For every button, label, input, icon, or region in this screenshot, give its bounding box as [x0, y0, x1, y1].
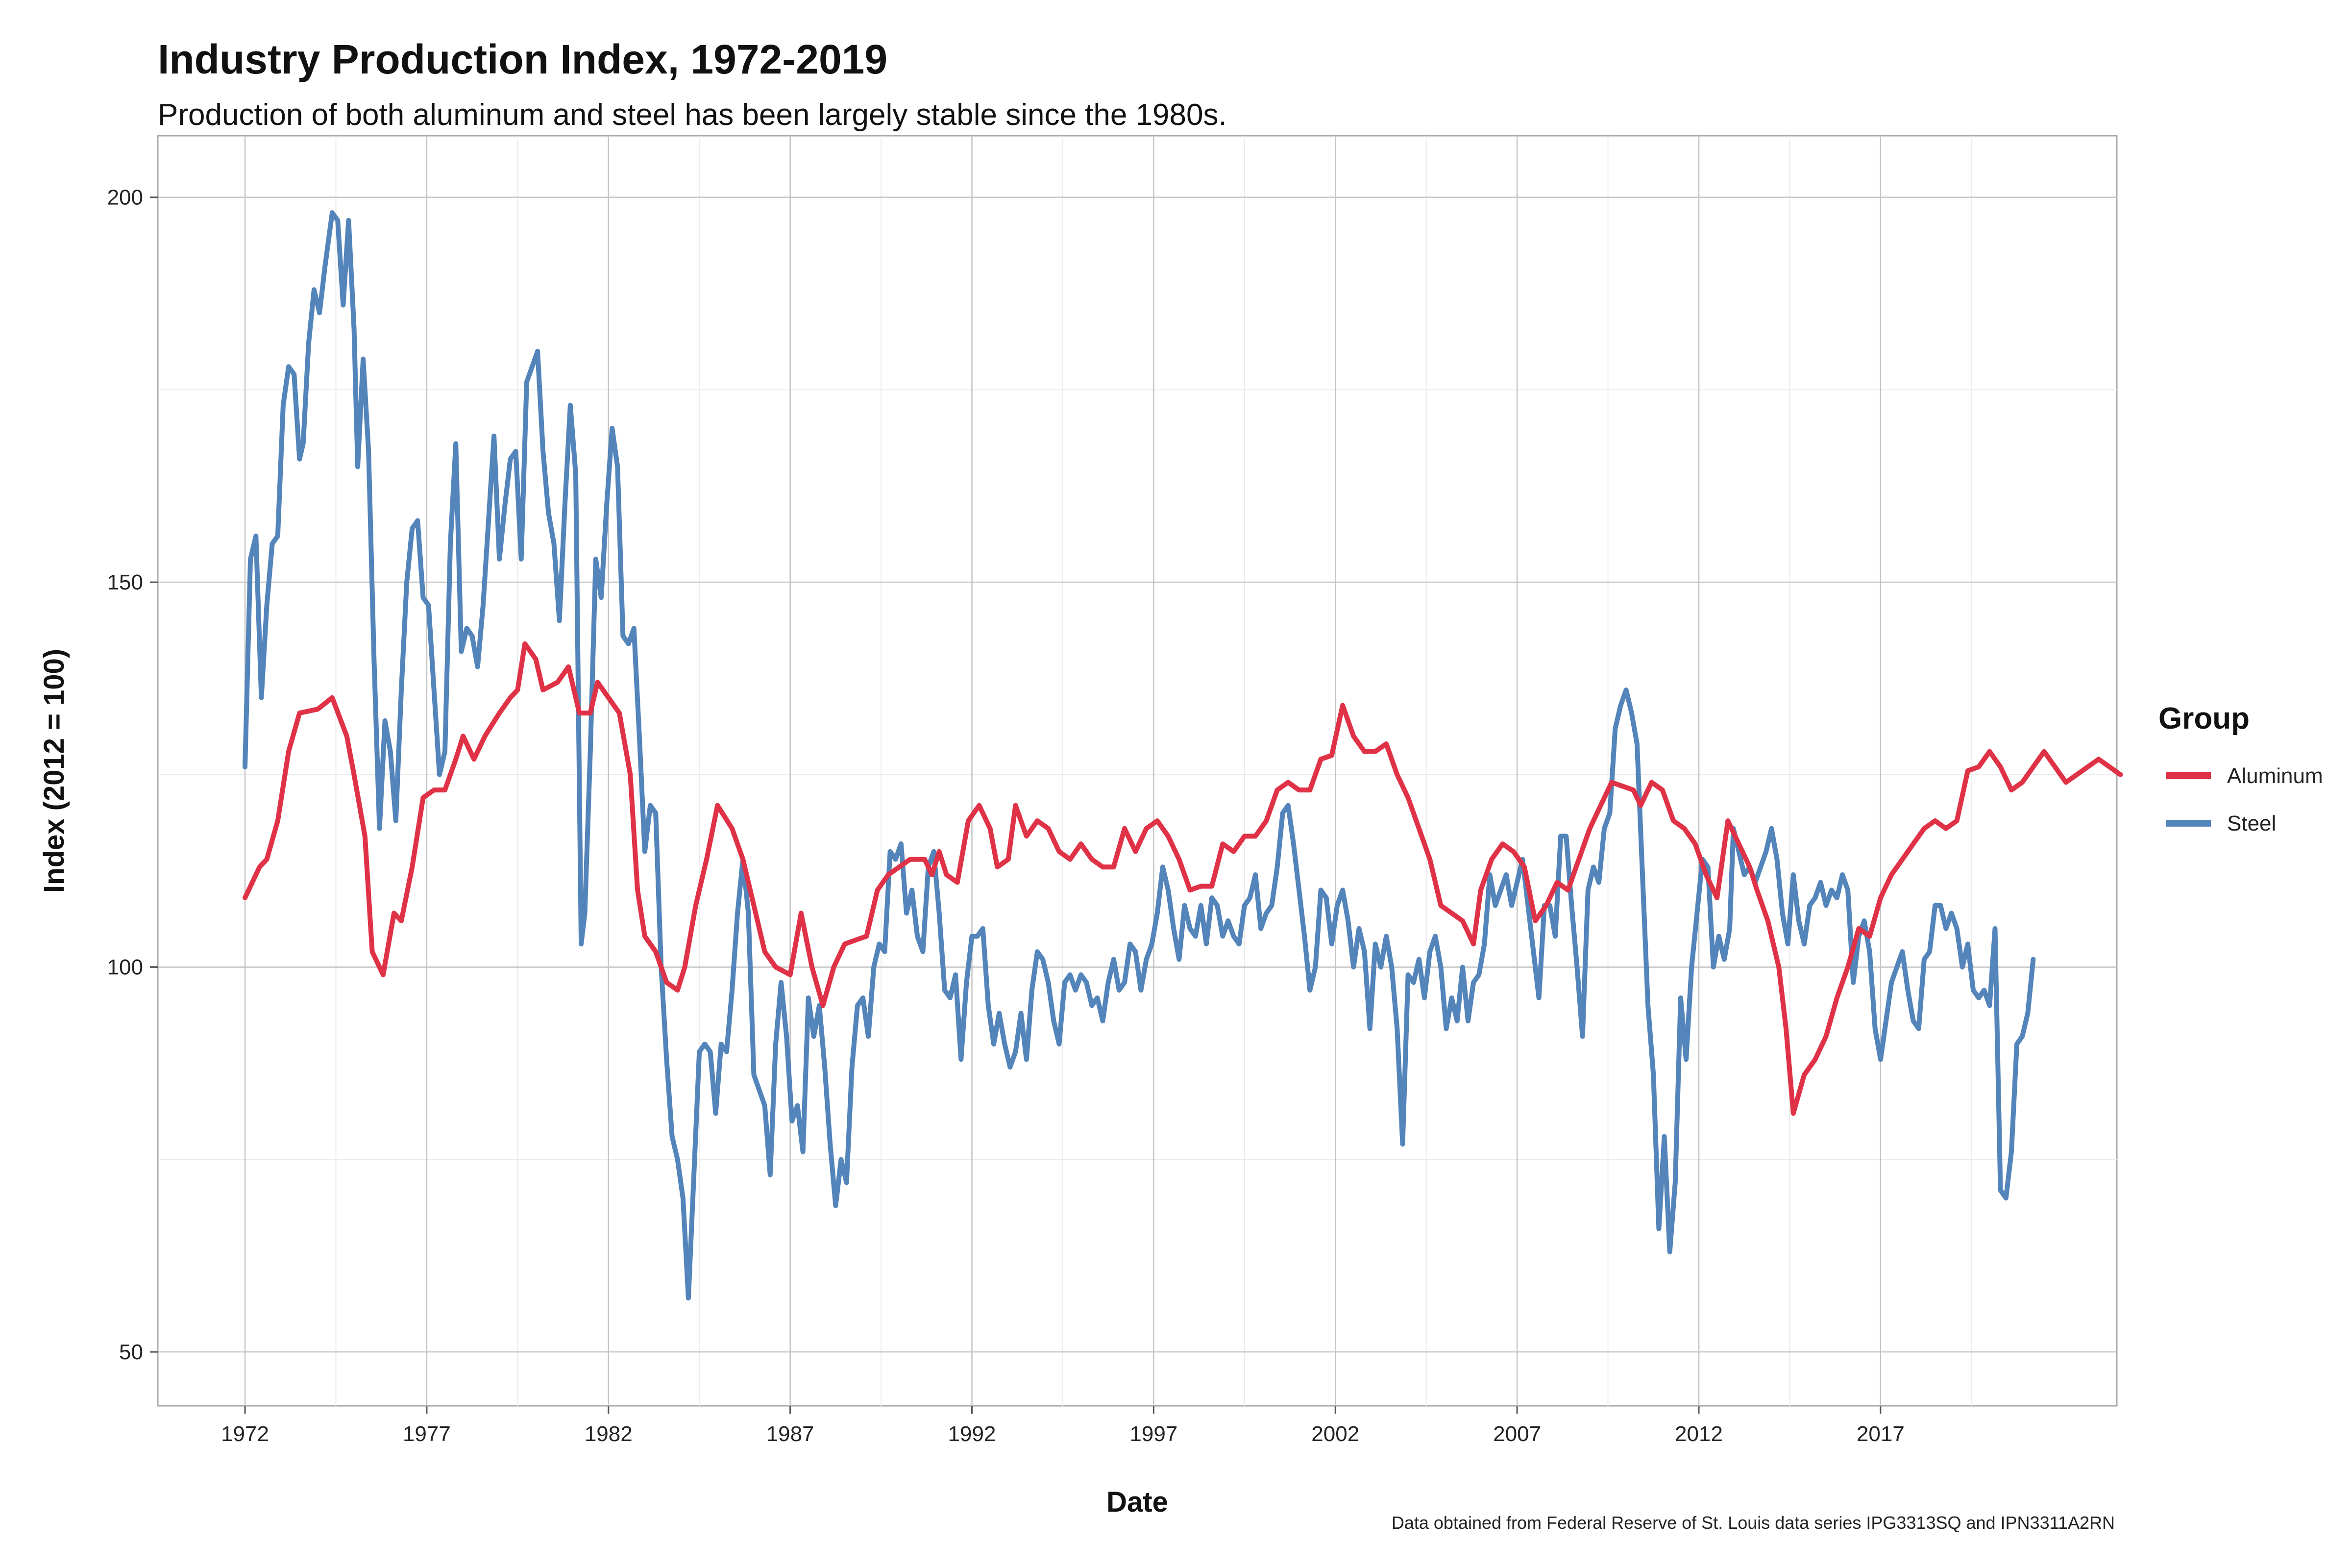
- y-tick-label: 150: [107, 570, 143, 594]
- x-axis: 1972 1977 1982 1987 1992 1997 2002 2007 2012 2017: [221, 1406, 1905, 1446]
- x-tick-label: 2002: [1311, 1422, 1359, 1446]
- x-tick-label: 1982: [585, 1422, 633, 1446]
- x-axis-title: Date: [1106, 1486, 1168, 1518]
- y-axis: 50 100 150 200: [107, 186, 158, 1364]
- x-tick-label: 1992: [948, 1422, 996, 1446]
- plot-panel: [157, 135, 2118, 1407]
- x-tick-label: 1977: [403, 1422, 451, 1446]
- series-line-aluminum: [243, 641, 2123, 1116]
- x-tick-label: 1972: [221, 1422, 269, 1446]
- x-tick-label: 1987: [766, 1422, 814, 1446]
- chart-subtitle: Production of both aluminum and steel ha…: [158, 98, 1227, 132]
- minor-gridlines: [158, 136, 2117, 1406]
- y-tick-label: 100: [107, 956, 143, 980]
- legend: Group Aluminum Steel: [2158, 702, 2323, 835]
- legend-title: Group: [2158, 702, 2250, 735]
- chart-title: Industry Production Index, 1972-2019: [158, 36, 887, 82]
- y-tick-label: 50: [119, 1340, 143, 1364]
- chart-caption: Data obtained from Federal Reserve of St…: [1392, 1513, 2115, 1533]
- y-axis-title: Index (2012 = 100): [38, 649, 70, 893]
- x-tick-label: 2017: [1857, 1422, 1905, 1446]
- x-tick-label: 2007: [1493, 1422, 1541, 1446]
- legend-label-steel: Steel: [2227, 811, 2276, 835]
- y-tick-label: 200: [107, 186, 143, 210]
- series-layer: [243, 210, 2123, 1301]
- x-tick-label: 2012: [1675, 1422, 1723, 1446]
- legend-label-aluminum: Aluminum: [2227, 764, 2323, 788]
- x-tick-label: 1997: [1129, 1422, 1177, 1446]
